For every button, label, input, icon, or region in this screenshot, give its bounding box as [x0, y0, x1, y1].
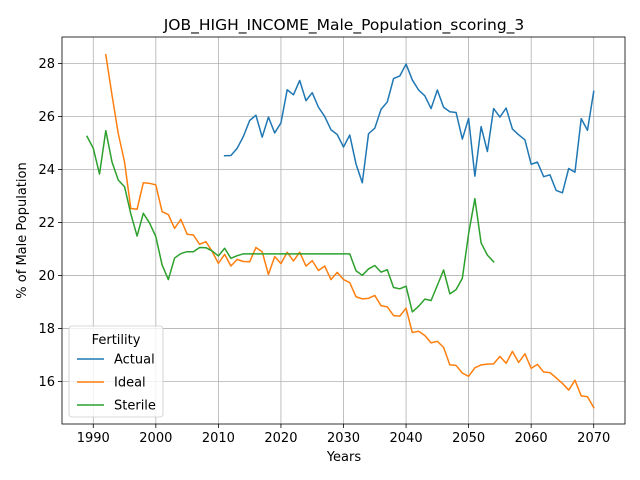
x-tick-label: 2040 [390, 431, 423, 446]
legend-label-actual: Actual [114, 353, 155, 368]
x-tick-label: 2000 [139, 431, 172, 446]
y-tick-label: 18 [38, 322, 55, 337]
x-tick-label: 2030 [327, 431, 360, 446]
x-axis-label: Years [326, 450, 362, 465]
x-tick-label: 2050 [452, 431, 485, 446]
axis-ticks: 1990 2000 2010 2020 2030 2040 2050 2060 2070 16 18… [38, 57, 610, 446]
x-tick-label: 1990 [77, 431, 110, 446]
chart-title: JOB_HIGH_INCOME_Male_Population_scoring_… [163, 16, 525, 35]
legend-label-ideal: Ideal [114, 376, 146, 391]
series-line-sterile [86, 129, 495, 313]
x-tick-label: 2070 [577, 431, 610, 446]
y-tick-label: 24 [38, 163, 55, 178]
series-line-actual [223, 63, 595, 194]
legend-title: Fertility [92, 333, 141, 348]
x-tick-label: 2020 [264, 431, 297, 446]
legend: Fertility Actual Ideal Sterile [68, 325, 164, 418]
series-lines [86, 53, 595, 409]
grid [62, 37, 625, 424]
y-tick-label: 16 [38, 375, 55, 390]
y-tick-label: 20 [38, 269, 55, 284]
legend-label-sterile: Sterile [114, 399, 156, 414]
x-tick-label: 2060 [515, 431, 548, 446]
y-tick-label: 26 [38, 110, 55, 125]
y-axis-label: % of Male Population [15, 162, 30, 298]
x-tick-label: 2010 [202, 431, 235, 446]
y-tick-label: 22 [38, 216, 55, 231]
legend-box [68, 325, 164, 418]
y-tick-label: 28 [38, 57, 55, 72]
series-line-ideal [104, 53, 595, 409]
